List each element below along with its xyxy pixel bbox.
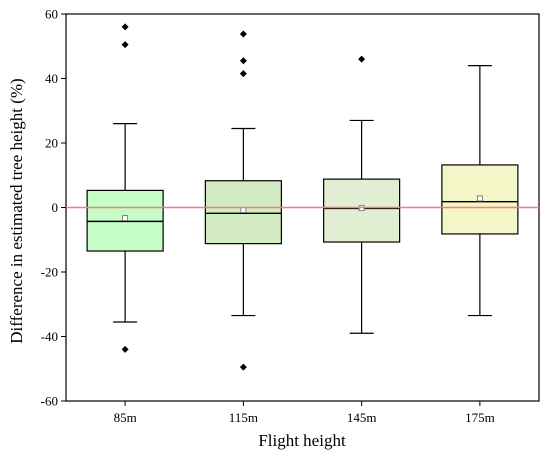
y-tick-label: -60	[41, 394, 58, 409]
y-tick-label: 0	[52, 200, 59, 215]
y-tick-label: -20	[41, 265, 58, 280]
outlier-point	[239, 57, 247, 65]
x-tick-label: 85m	[114, 410, 137, 425]
x-tick-label: 145m	[347, 410, 377, 425]
y-tick-label: 20	[45, 136, 58, 151]
outlier-point	[239, 70, 247, 78]
y-tick-label: 60	[45, 7, 58, 22]
mean-marker	[240, 207, 247, 213]
outlier-point	[239, 30, 247, 38]
mean-marker	[476, 195, 483, 202]
mean-marker	[122, 215, 129, 222]
y-tick-label: 40	[45, 71, 58, 86]
outlier-point	[358, 55, 366, 63]
x-tick-label: 115m	[229, 410, 258, 425]
outlier-point	[121, 345, 129, 353]
x-tick-label: 175m	[465, 410, 495, 425]
outlier-point	[121, 41, 129, 49]
outlier-point	[239, 363, 247, 371]
x-axis-title: Flight height	[258, 431, 346, 450]
y-axis-title: Difference in estimated tree height (%)	[7, 78, 26, 343]
y-tick-label: -40	[41, 329, 58, 344]
plot-area: -60 -40 -20 0 20 40 60 85m 115m 145m 175m	[41, 7, 540, 425]
outlier-point	[121, 23, 129, 31]
